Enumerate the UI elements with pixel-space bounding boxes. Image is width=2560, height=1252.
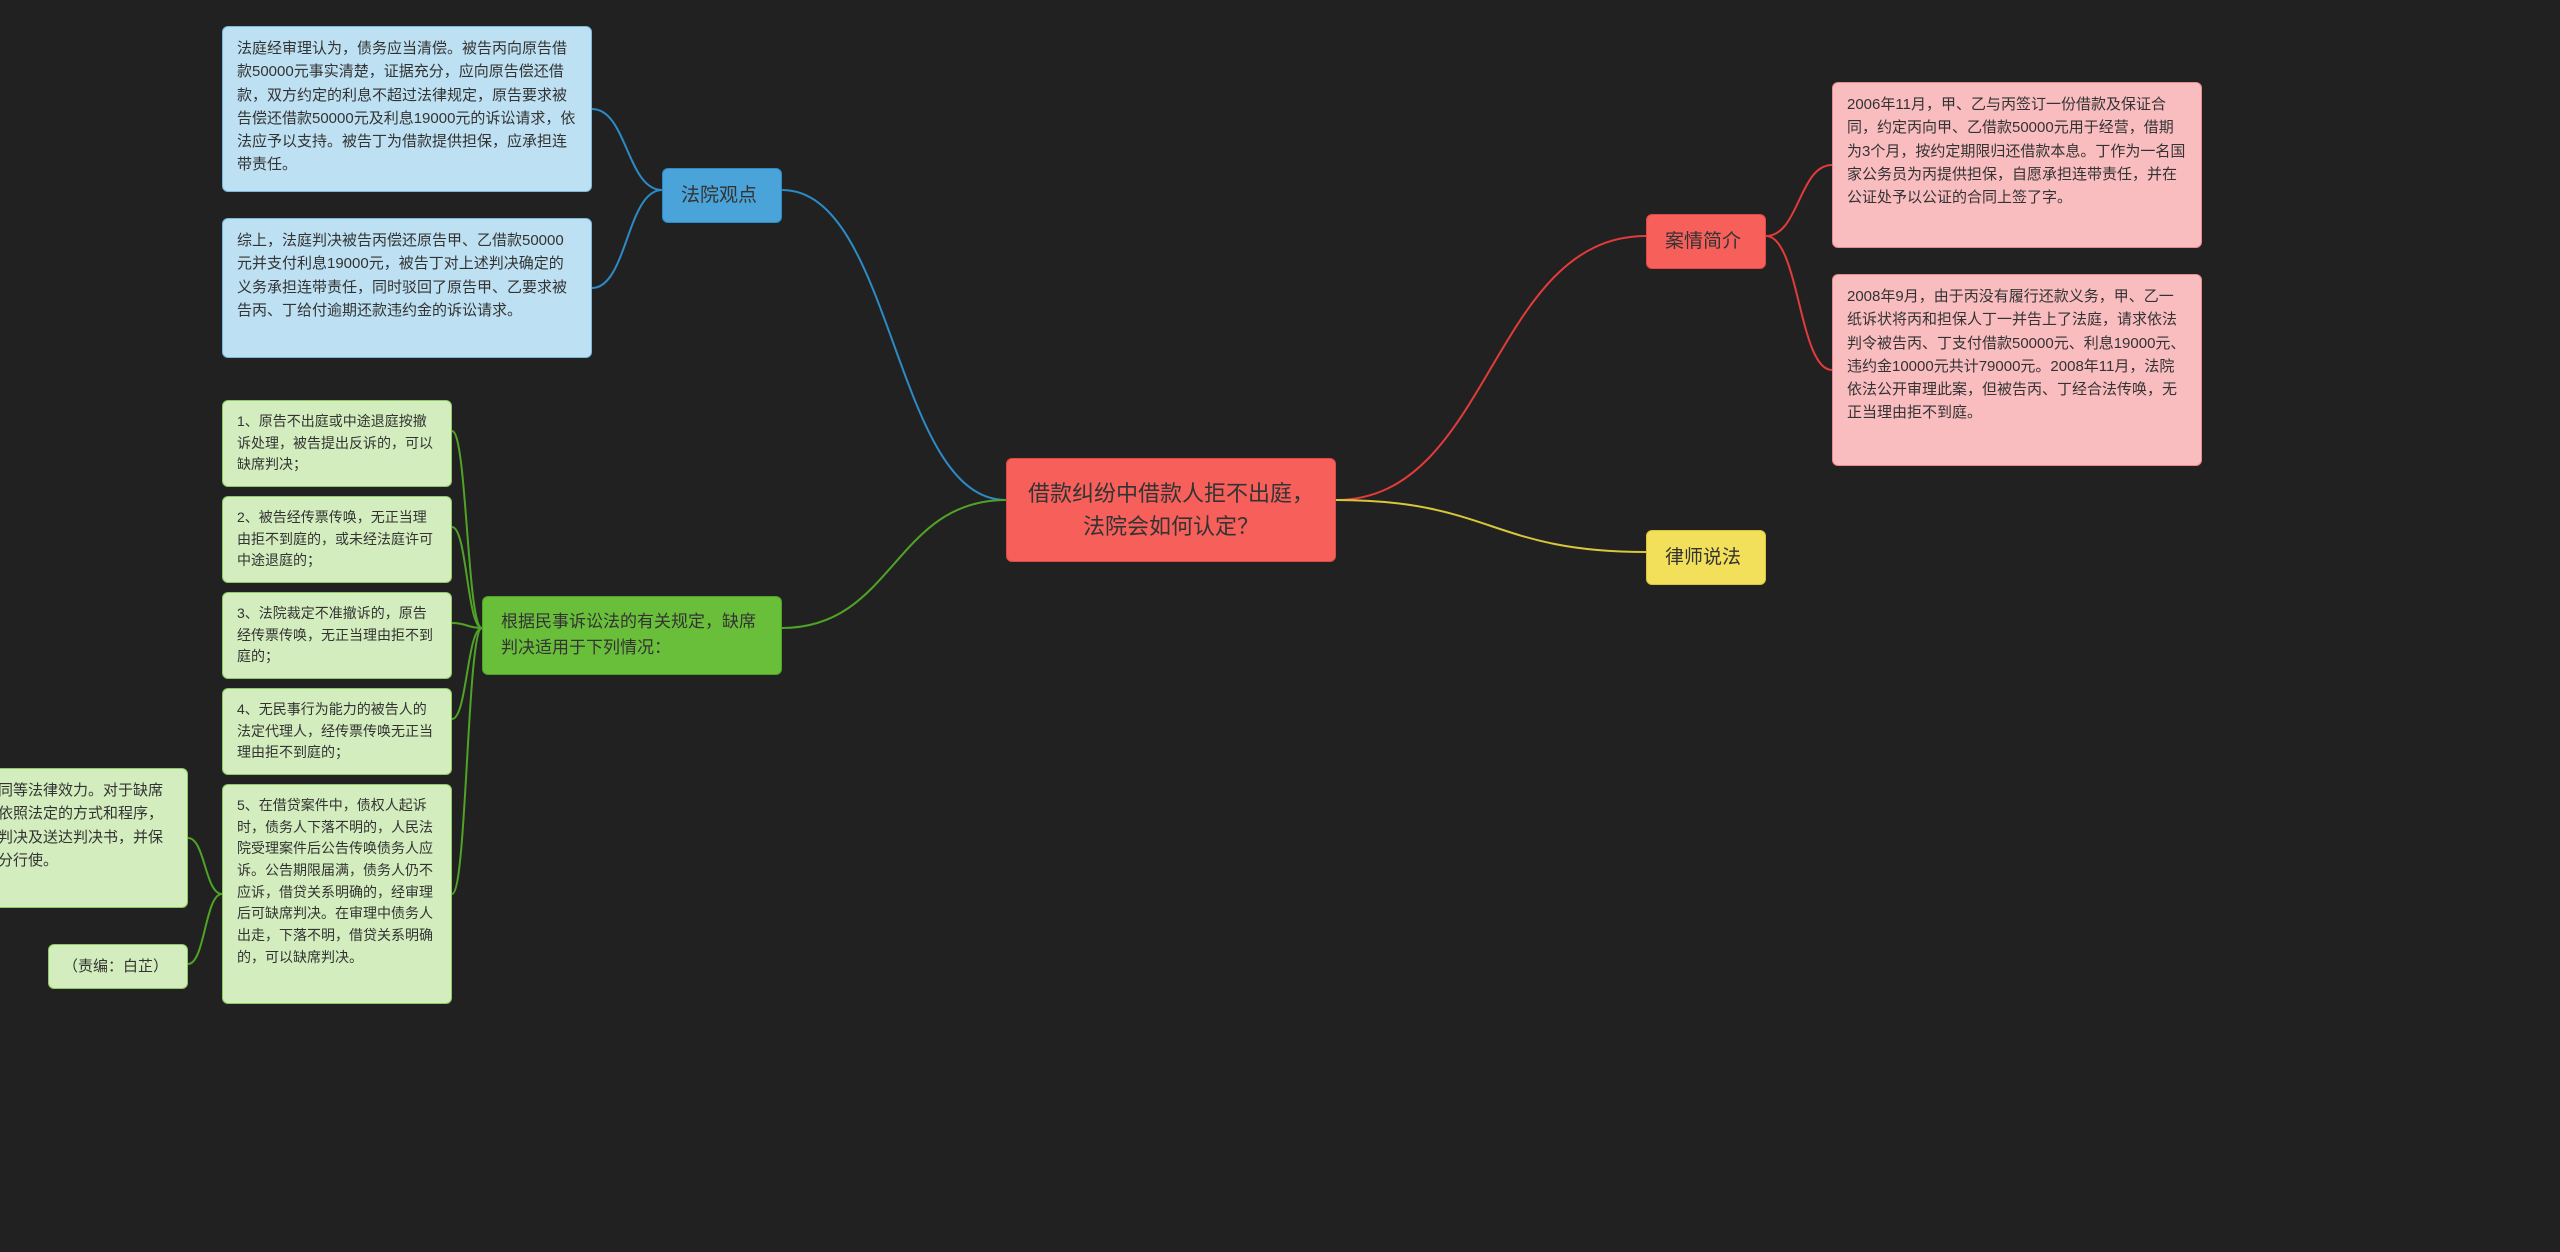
node-text: 3、法院裁定不准撤诉的，原告经传票传唤，无正当理由拒不到庭的；	[237, 605, 433, 664]
mindmap-node: 案情简介	[1646, 214, 1766, 269]
mindmap-node: 3、法院裁定不准撤诉的，原告经传票传唤，无正当理由拒不到庭的；	[222, 592, 452, 679]
node-text: （责编：白芷）	[63, 958, 168, 975]
mindmap-node: 法庭经审理认为，债务应当清偿。被告丙向原告借款50000元事实清楚，证据充分，应…	[222, 26, 592, 192]
node-text: 缺席判决与对席判决具有同等法律效力。对于缺席判决，人民法院同样应当依照法定的方式…	[0, 782, 163, 869]
mindmap-node: （责编：白芷）	[48, 944, 188, 989]
node-text: 5、在借贷案件中，债权人起诉时，债务人下落不明的，人民法院受理案件后公告传唤债务…	[237, 797, 433, 965]
node-text: 2、被告经传票传唤，无正当理由拒不到庭的，或未经法庭许可中途退庭的；	[237, 509, 433, 568]
node-text: 4、无民事行为能力的被告人的法定代理人，经传票传唤无正当理由拒不到庭的；	[237, 701, 433, 760]
mindmap-node: 根据民事诉讼法的有关规定，缺席判决适用于下列情况：	[482, 596, 782, 675]
mindmap-node: 2、被告经传票传唤，无正当理由拒不到庭的，或未经法庭许可中途退庭的；	[222, 496, 452, 583]
node-text: 案情简介	[1665, 231, 1741, 252]
mindmap-node: 综上，法庭判决被告丙偿还原告甲、乙借款50000元并支付利息19000元，被告丁…	[222, 218, 592, 358]
mindmap-node: 1、原告不出庭或中途退庭按撤诉处理，被告提出反诉的，可以缺席判决；	[222, 400, 452, 487]
mindmap-node: 2006年11月，甲、乙与丙签订一份借款及保证合同，约定丙向甲、乙借款50000…	[1832, 82, 2202, 248]
mindmap-node: 2008年9月，由于丙没有履行还款义务，甲、乙一纸诉状将丙和担保人丁一并告上了法…	[1832, 274, 2202, 466]
mindmap-node: 律师说法	[1646, 530, 1766, 585]
node-text: 律师说法	[1665, 547, 1741, 568]
node-text: 2008年9月，由于丙没有履行还款义务，甲、乙一纸诉状将丙和担保人丁一并告上了法…	[1847, 288, 2185, 421]
node-text: 借款纠纷中借款人拒不出庭，法院会如何认定？	[1028, 481, 1314, 539]
node-text: 2006年11月，甲、乙与丙签订一份借款及保证合同，约定丙向甲、乙借款50000…	[1847, 96, 2185, 206]
node-text: 法庭经审理认为，债务应当清偿。被告丙向原告借款50000元事实清楚，证据充分，应…	[237, 40, 575, 173]
mindmap-node: 缺席判决与对席判决具有同等法律效力。对于缺席判决，人民法院同样应当依照法定的方式…	[0, 768, 188, 908]
node-text: 根据民事诉讼法的有关规定，缺席判决适用于下列情况：	[501, 612, 756, 657]
mindmap-node: 法院观点	[662, 168, 782, 223]
node-text: 综上，法庭判决被告丙偿还原告甲、乙借款50000元并支付利息19000元，被告丁…	[237, 232, 567, 319]
mindmap-node: 5、在借贷案件中，债权人起诉时，债务人下落不明的，人民法院受理案件后公告传唤债务…	[222, 784, 452, 1004]
node-text: 1、原告不出庭或中途退庭按撤诉处理，被告提出反诉的，可以缺席判决；	[237, 413, 433, 472]
node-text: 法院观点	[681, 185, 757, 206]
mindmap-node: 4、无民事行为能力的被告人的法定代理人，经传票传唤无正当理由拒不到庭的；	[222, 688, 452, 775]
mindmap-node: 借款纠纷中借款人拒不出庭，法院会如何认定？	[1006, 458, 1336, 562]
